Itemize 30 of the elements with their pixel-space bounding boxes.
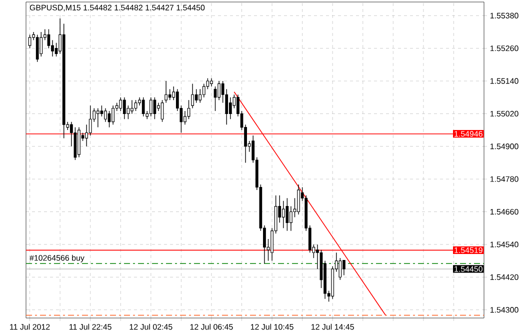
candlestick: [88, 105, 92, 136]
candlestick: [194, 88, 198, 104]
candlestick: [119, 96, 122, 112]
candlestick: [290, 206, 292, 232]
candlestick: [168, 88, 172, 100]
candlestick: [36, 34, 39, 62]
candlestick: [142, 96, 145, 117]
candlestick: [228, 96, 232, 120]
candlestick: [297, 184, 300, 215]
candlestick: [96, 108, 100, 128]
candlestick: [153, 96, 156, 120]
candlestick: [184, 110, 186, 125]
candlestick: [112, 105, 114, 125]
candlestick: [338, 258, 342, 280]
candlestick: [218, 80, 220, 100]
candlestick: [100, 105, 104, 117]
candlestick: [149, 96, 152, 117]
candlestick: [47, 28, 50, 49]
candlestick: [198, 88, 202, 104]
candlestick: [282, 200, 285, 228]
candlestick: [191, 83, 194, 109]
candlestick: [40, 32, 43, 57]
candlestick: [122, 96, 126, 120]
candlestick: [130, 100, 134, 114]
candlestick: [104, 108, 107, 122]
candlestick: [202, 83, 206, 98]
candlestick: [164, 80, 168, 104]
candlestick: [286, 198, 289, 232]
candlestick: [342, 260, 346, 276]
candlestick: [28, 34, 32, 49]
